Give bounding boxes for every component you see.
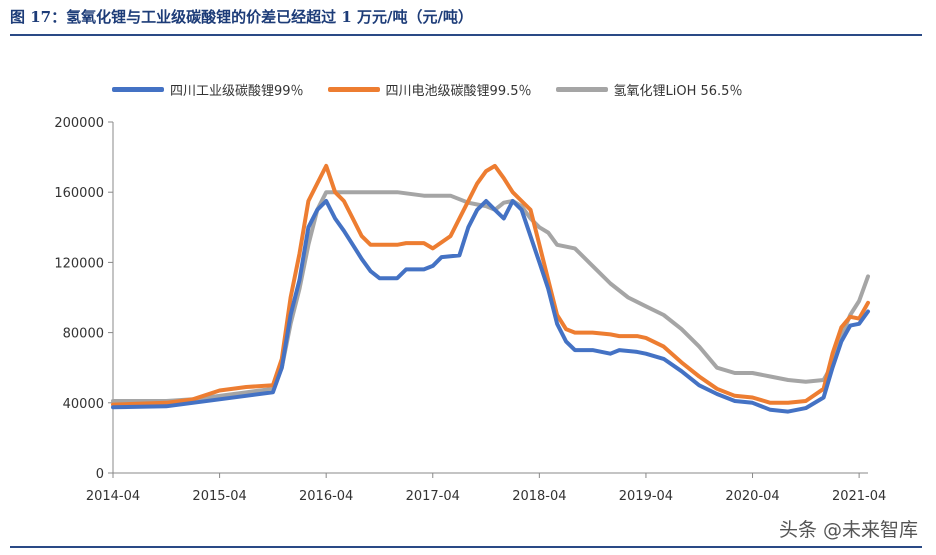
legend-item-lioh: 氢氧化锂LiOH 56.5％: [555, 80, 743, 99]
chart-legend: 四川工业级碳酸锂99％ 四川电池级碳酸锂99.5％ 氢氧化锂LiOH 56.5％: [112, 80, 742, 99]
legend-swatch-industrial: [112, 87, 164, 92]
legend-swatch-lioh: [555, 87, 608, 92]
x-tick-label: 2015-04: [192, 489, 246, 504]
y-tick-label: 80000: [63, 327, 104, 342]
watermark: 头条 @未来智库: [778, 519, 918, 541]
y-tick-label: 40000: [63, 397, 104, 412]
legend-label-battery: 四川电池级碳酸锂99.5％: [385, 84, 532, 99]
legend-label-industrial: 四川工业级碳酸锂99％: [170, 84, 304, 99]
legend-item-battery: 四川电池级碳酸锂99.5％: [327, 80, 532, 99]
legend-item-industrial: 四川工业级碳酸锂99％: [112, 80, 304, 99]
bottom-rule: [10, 546, 922, 548]
x-tick-label: 2018-04: [512, 489, 566, 504]
y-tick-label: 200000: [54, 116, 104, 131]
x-tick-label: 2016-04: [299, 489, 353, 504]
series-line-battery-li2co3: [111, 163, 870, 407]
x-tick-label: 2019-04: [619, 489, 673, 504]
y-tick-label: 120000: [54, 256, 104, 271]
y-tick-label: 0: [96, 467, 104, 482]
figure-title: 图 17：氢氧化锂与工业级碳酸锂的价差已经超过 1 万元/吨（元/吨）: [10, 8, 473, 26]
y-tick-label: 160000: [54, 186, 104, 201]
legend-label-lioh: 氢氧化锂LiOH 56.5％: [613, 84, 743, 99]
x-tick-label: 2021-04: [832, 489, 886, 504]
legend-swatch-battery: [327, 87, 380, 92]
series-line-lioh: [111, 190, 870, 403]
top-rule: [10, 34, 922, 36]
series-line-industrial-li2co3: [111, 199, 870, 414]
x-tick-label: 2020-04: [725, 489, 779, 504]
x-tick-label: 2014-04: [86, 489, 140, 504]
x-tick-label: 2017-04: [406, 489, 460, 504]
